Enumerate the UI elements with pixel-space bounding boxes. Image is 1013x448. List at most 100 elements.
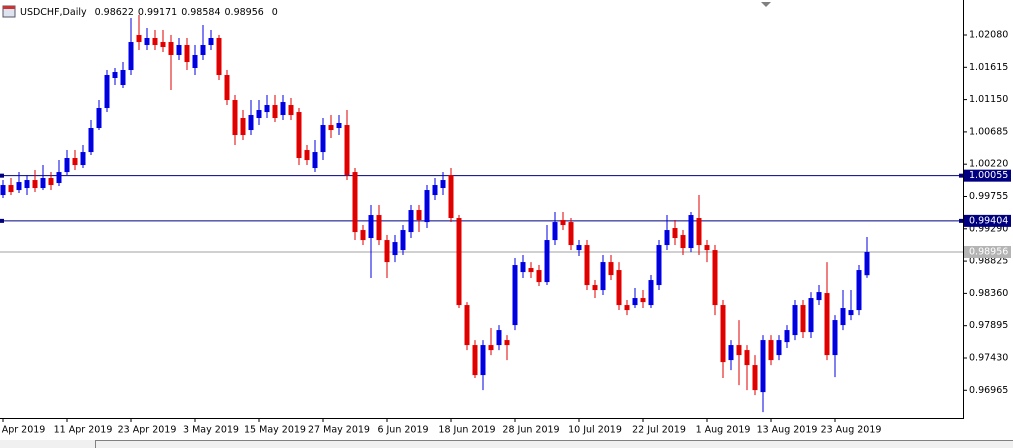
- horizontal-line-label: 1.00055: [969, 170, 1008, 181]
- candle-body: [184, 45, 190, 63]
- y-tick-label: 1.02080: [969, 30, 1008, 41]
- y-tick-label: 0.98360: [969, 288, 1008, 299]
- candle-body: [608, 262, 614, 276]
- candle-body: [800, 305, 806, 333]
- x-tick-label: 10 Jul 2019: [568, 425, 622, 436]
- x-tick-label: 27 May 2019: [308, 425, 370, 436]
- candle-body: [808, 298, 814, 333]
- candle-body: [728, 345, 734, 361]
- candle-body: [64, 158, 70, 173]
- candle-body: [568, 222, 574, 246]
- x-tick-label: 13 Aug 2019: [757, 425, 818, 436]
- horizontal-line-anchor: [0, 218, 4, 223]
- candle-body: [392, 242, 398, 256]
- candle-body: [440, 180, 446, 189]
- candle-body: [496, 330, 502, 346]
- candle-body: [152, 37, 158, 46]
- current-price-box: [964, 245, 1011, 258]
- x-tick-label: 22 Jul 2019: [632, 425, 686, 436]
- candle-body: [456, 218, 462, 306]
- candle-body: [208, 37, 214, 46]
- candle-body: [408, 210, 414, 233]
- candle-body: [400, 230, 406, 251]
- candle-body: [760, 340, 766, 393]
- x-tick-label: 28 Jun 2019: [502, 425, 559, 436]
- candle-body: [504, 340, 510, 346]
- chart-icon-bar: [3, 6, 15, 9]
- candle-body: [24, 180, 30, 189]
- candle-body: [480, 345, 486, 376]
- candle-body: [768, 340, 774, 361]
- candle-body: [352, 172, 358, 233]
- y-tick-label: 0.99290: [969, 223, 1008, 234]
- candle-body: [384, 240, 390, 263]
- candle-body: [176, 45, 182, 56]
- candle-body: [216, 37, 222, 76]
- y-tick-label: 1.01615: [969, 62, 1008, 73]
- candle-body: [376, 215, 382, 241]
- candle-body: [736, 345, 742, 356]
- candle-body: [104, 75, 110, 109]
- candle-body: [720, 305, 726, 363]
- horizontal-line-box: [964, 169, 1011, 182]
- candle-body: [680, 235, 686, 249]
- candle-body: [752, 365, 758, 391]
- current-price-label: 0.98956: [969, 246, 1008, 257]
- candle-body: [824, 293, 830, 356]
- candle-body: [448, 175, 454, 219]
- candle-body: [584, 245, 590, 286]
- candle-body: [88, 128, 94, 153]
- candle-body: [344, 125, 350, 176]
- candle-body: [576, 245, 582, 251]
- candle-body: [8, 185, 14, 193]
- horizontal-line-anchor: [959, 173, 963, 178]
- candle-body: [560, 220, 566, 226]
- x-tick-label: 11 Apr 2019: [54, 425, 113, 436]
- candle-body: [848, 310, 854, 316]
- candle-body: [264, 105, 270, 113]
- candle-body: [224, 75, 230, 101]
- candle-body: [640, 298, 646, 303]
- candle-body: [672, 228, 678, 239]
- candle-body: [840, 308, 846, 326]
- candle-body: [120, 70, 126, 86]
- tick-volume: 0: [272, 7, 278, 18]
- candle-body: [360, 230, 366, 241]
- candle-body: [112, 72, 118, 79]
- candle-body: [288, 105, 294, 116]
- candle-body: [160, 42, 166, 48]
- candle-body: [704, 245, 710, 251]
- candle-body: [744, 350, 750, 366]
- candle-body: [296, 112, 302, 159]
- y-tick-label: 0.99755: [969, 191, 1008, 202]
- candle-body: [248, 115, 254, 131]
- y-tick-label: 1.00685: [969, 126, 1008, 137]
- candle-body: [240, 118, 246, 136]
- x-tick-label: 3 May 2019: [183, 425, 239, 436]
- candle-body: [776, 340, 782, 356]
- candle-body: [80, 152, 86, 166]
- x-tick-label: 23 Apr 2019: [118, 425, 177, 436]
- candle-body: [312, 152, 318, 169]
- candle-body: [624, 305, 630, 311]
- candle-body: [552, 222, 558, 241]
- tab-bar: [0, 440, 1013, 448]
- x-tick-label: 6 Jun 2019: [377, 425, 428, 436]
- y-tick-label: 0.97895: [969, 320, 1008, 331]
- candle-body: [48, 178, 54, 186]
- candle-body: [40, 178, 46, 189]
- candle-body: [792, 305, 798, 336]
- candle-body: [424, 190, 430, 223]
- candle-body: [56, 172, 62, 184]
- candle-body: [784, 330, 790, 343]
- candle-body: [648, 280, 654, 306]
- candle-body: [304, 150, 310, 161]
- candle-body: [192, 55, 198, 68]
- low-value: 0.98584: [181, 7, 220, 18]
- candle-body: [864, 251, 870, 276]
- candle-body: [600, 262, 606, 291]
- horizontal-line-anchor: [959, 218, 963, 223]
- horizontal-line-box: [964, 214, 1011, 227]
